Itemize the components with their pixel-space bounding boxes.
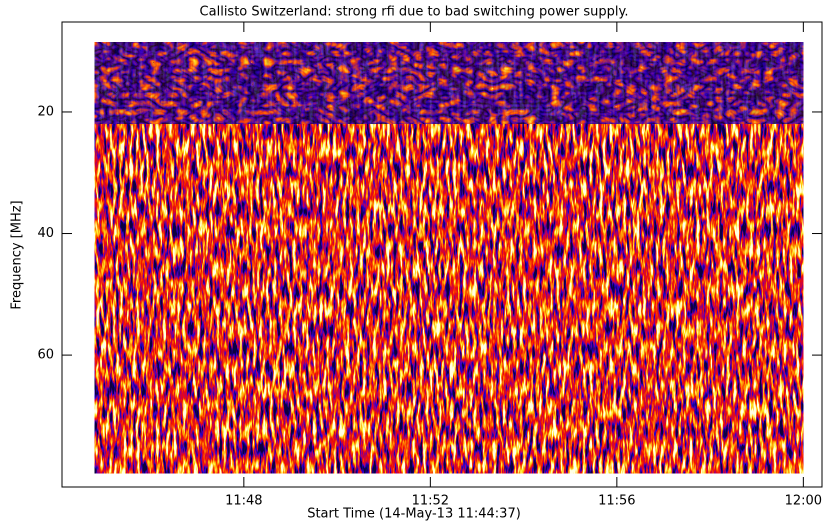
y-tick-label: 60 [37, 348, 54, 363]
rfi-band [94, 42, 804, 124]
y-tick-label: 40 [37, 226, 54, 241]
y-tick-label: 20 [37, 104, 54, 119]
x-tick-label: 11:52 [412, 494, 449, 509]
x-tick-label: 12:00 [785, 494, 822, 509]
y-axis-label: Frequency [MHz] [10, 200, 25, 309]
x-tick-label: 11:56 [598, 494, 635, 509]
x-axis-label: Start Time (14-May-13 11:44:37) [307, 507, 521, 522]
chart-title: Callisto Switzerland: strong rfi due to … [200, 5, 629, 20]
plot-frame [61, 21, 823, 488]
x-tick-label: 11:48 [225, 494, 262, 509]
